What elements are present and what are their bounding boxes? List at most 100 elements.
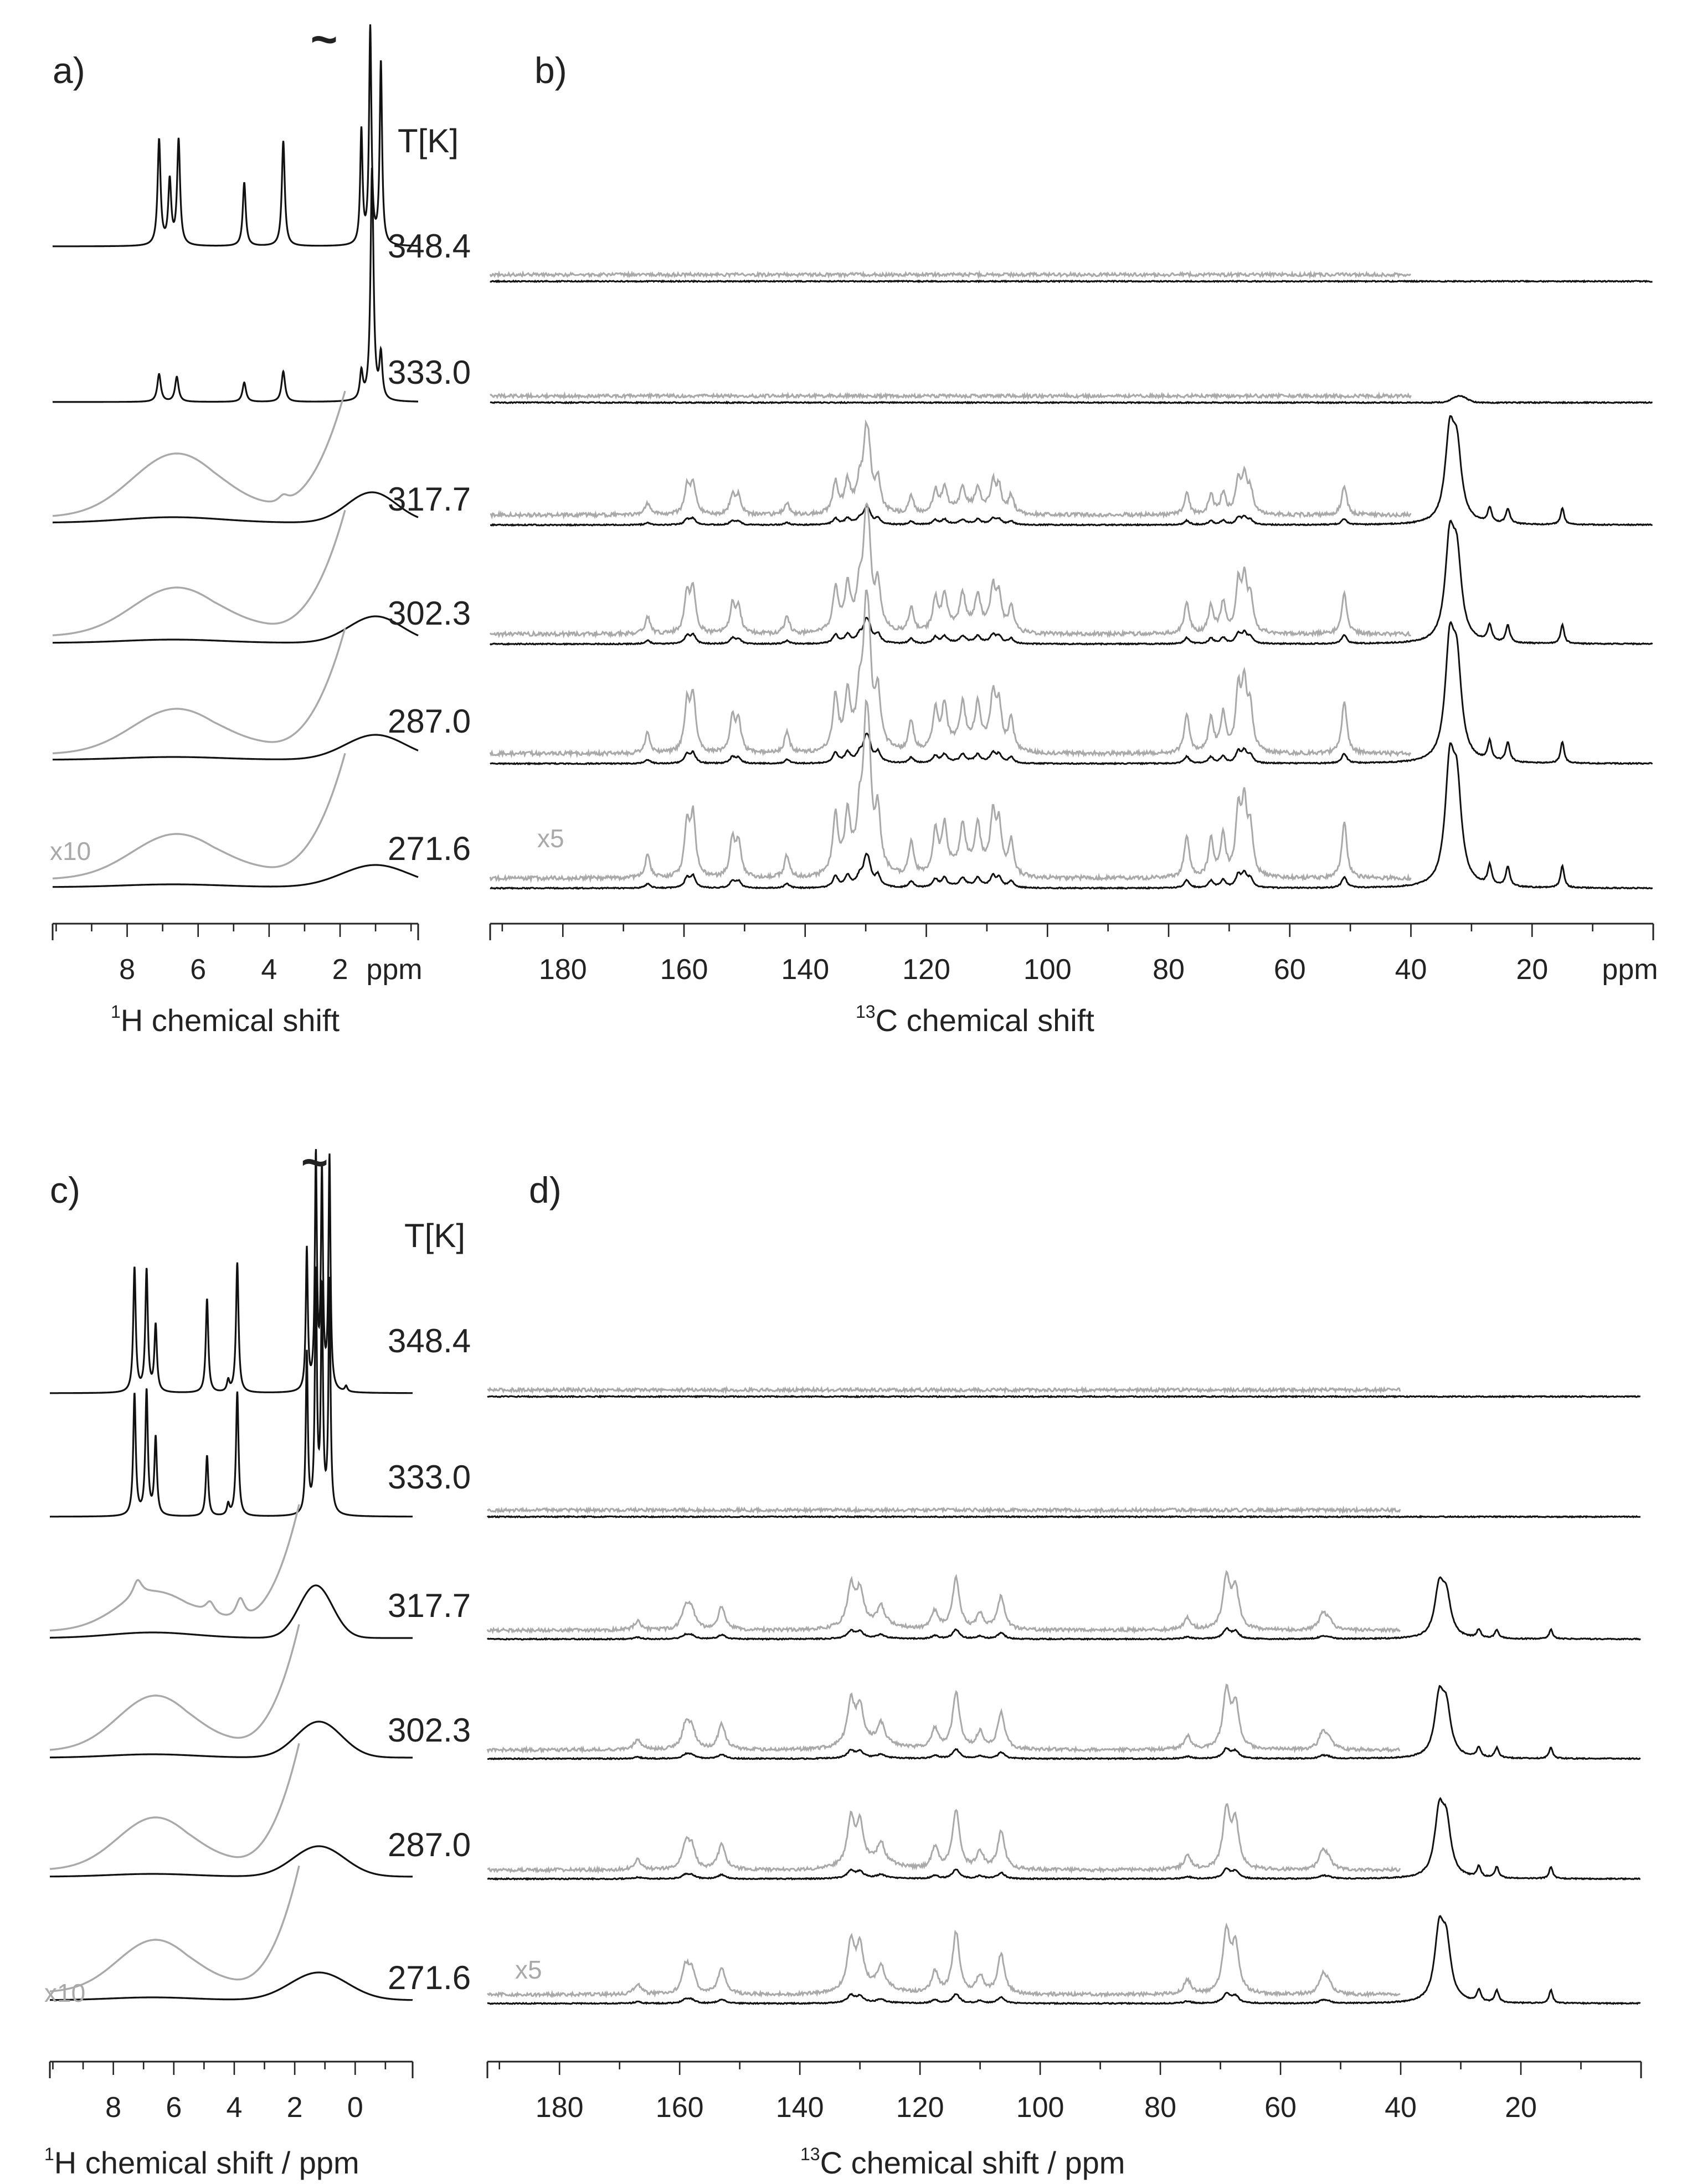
gray-trace-13c [489,270,1411,280]
axis-title-d: 13C chemical shift / ppm [800,2144,1125,2180]
tick-label: 100 [1016,2092,1064,2124]
tick-label: 20 [1505,2092,1537,2124]
scale-label-a: x10 [50,837,91,866]
spectrum-trace-1h [53,167,418,403]
spectrum-trace-13c [487,1685,1641,1761]
spectrum-trace-1h [53,615,419,644]
temperature-label: 271.6 [388,1959,471,1996]
tick-label: 2 [332,954,348,986]
gray-trace-13c [487,1922,1401,1998]
spectrum-trace-13c [490,394,1653,405]
gray-trace-13c [486,1505,1401,1515]
tick-label: 100 [1024,954,1072,986]
spectrum-trace-1h [53,864,419,888]
temperature-label: 287.0 [388,1826,471,1863]
tick-label: ppm [1602,954,1658,986]
panel-label-d: d) [529,1170,562,1211]
spectrum-trace-13c [487,1915,1641,2006]
gray-trace-13c [489,589,1412,759]
scale-label-d: x5 [515,1955,542,1984]
temperature-label: 317.7 [388,1587,471,1624]
spectrum-trace-13c [489,519,1653,646]
tick-label: ppm [366,954,422,986]
tick-label: 40 [1395,954,1427,986]
gray-trace-1h [50,1504,300,1632]
tilde-mark-a: ~ [310,13,337,65]
tilde-mark-c: ~ [301,1136,328,1188]
axis-title-c: 1H chemical shift / ppm [44,2144,359,2180]
axis-title-b: 13C chemical shift [856,1002,1094,1038]
gray-trace-1h [49,1865,300,1992]
tick-label: 160 [656,2092,704,2124]
tick-label: 4 [226,2092,242,2124]
spectrum-trace-13c [490,621,1653,766]
spectra-layer [49,24,1653,2006]
tick-label: 4 [261,954,277,986]
gray-trace-13c [490,419,1412,520]
temperature-label: 271.6 [388,830,471,867]
temperature-label: 287.0 [388,703,471,740]
spectrum-trace-1h [50,1845,413,1878]
gray-trace-1h [52,509,346,636]
axis-title-a: 1H chemical shift [111,1002,340,1038]
text-layer: a) b) c) d) ~ ~ T[K] T[K] x10 x5 x10 x5 … [44,13,1125,2180]
temperature-label: 348.4 [388,1322,471,1359]
tick-label: 2 [287,2092,303,2124]
gray-trace-13c [486,1683,1401,1754]
tick-label: 60 [1264,2092,1297,2124]
tick-label: 140 [781,954,829,986]
temperature-label: 302.3 [388,1712,471,1749]
spectrum-trace-13c [490,742,1653,890]
tick-label: 8 [119,954,135,986]
temperature-header-bottom: T[K] [404,1217,465,1254]
spectrum-trace-13c [486,1576,1641,1641]
tick-label: 60 [1274,954,1306,986]
tick-label: 160 [660,954,708,986]
spectrum-trace-1h [53,734,419,761]
spectrum-trace-1h [50,1971,413,2001]
temperature-label: 333.0 [388,1459,471,1496]
gray-trace-13c [487,1385,1401,1395]
gray-trace-13c [489,699,1412,884]
spectrum-trace-1h [53,24,418,248]
spectrum-trace-1h [50,1266,413,1518]
gray-trace-13c [490,391,1412,401]
temperature-label: 348.4 [388,228,471,265]
tick-label: 6 [166,2092,182,2124]
spectrum-trace-1h [50,1584,413,1639]
panel-label-c: c) [50,1170,80,1211]
gray-trace-1h [52,627,346,755]
tick-label: 6 [190,954,206,986]
tick-label: 120 [896,2092,944,2124]
spectrum-trace-1h [50,1721,413,1759]
temperature-label: 333.0 [388,354,471,391]
temperature-label: 302.3 [388,595,471,632]
panel-label-a: a) [53,50,85,91]
spectrum-trace-13c [490,415,1653,527]
temperature-label: 317.7 [388,481,471,518]
tick-label: 20 [1516,954,1548,986]
gray-trace-1h [49,1743,300,1870]
gray-trace-13c [487,1803,1401,1874]
tick-label: 0 [347,2092,363,2124]
spectrum-trace-1h [50,1149,413,1394]
tick-label: 120 [902,954,950,986]
panel-label-b: b) [534,50,567,91]
spectrum-trace-13c [487,1796,1640,1881]
spectrum-trace-13c [487,1394,1641,1399]
tick-label: 8 [105,2092,121,2124]
tick-label: 140 [776,2092,824,2124]
gray-trace-13c [486,1570,1401,1635]
spectrum-trace-13c [487,1515,1641,1519]
tick-label: 80 [1144,2092,1176,2124]
gray-trace-1h [49,1624,300,1751]
temperature-header-top: T[K] [398,122,459,159]
spectrum-trace-1h [53,491,419,524]
spectrum-trace-13c [490,279,1653,284]
tick-label: 40 [1385,2092,1417,2124]
gray-trace-1h [52,753,346,880]
tick-label: 180 [536,2092,584,2124]
scale-label-b: x5 [537,824,564,853]
